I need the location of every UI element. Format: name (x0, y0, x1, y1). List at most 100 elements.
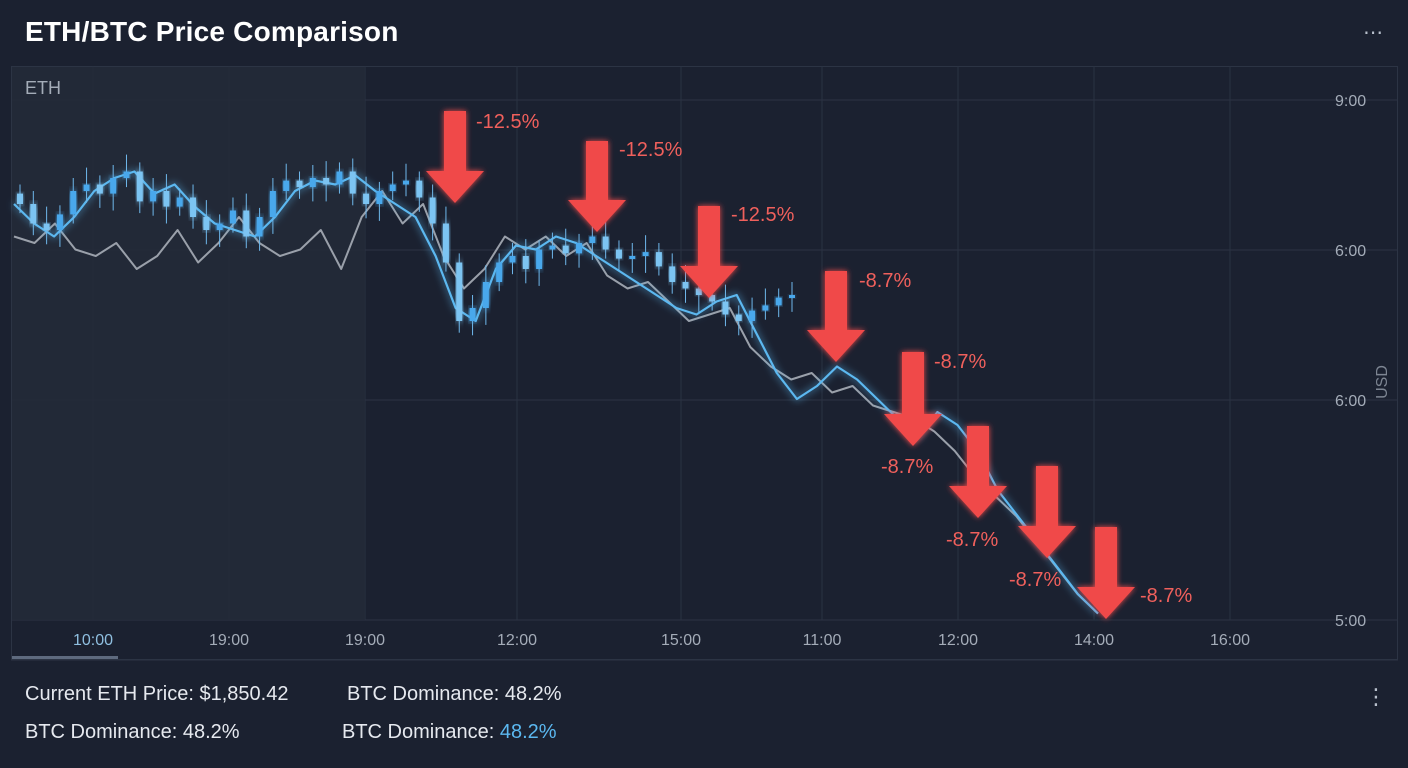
candle-body (762, 305, 769, 311)
historic-shade (12, 67, 365, 659)
drop-label: -8.7% (1140, 585, 1192, 607)
candle-body (243, 210, 250, 237)
btc-dominance-label: BTC Dominance: 48.2% (347, 683, 562, 705)
candle-body (576, 243, 583, 254)
down-arrow-icon (426, 111, 484, 203)
candle-body (789, 295, 795, 298)
candle-body (216, 223, 223, 230)
more-vertical-icon[interactable]: ⋮ (1365, 684, 1387, 709)
y-tick-label: 6:00 (1335, 393, 1366, 410)
candle-body (110, 178, 117, 194)
drop-label: -12.5% (476, 111, 540, 133)
candle-body (496, 262, 503, 282)
candle-body (522, 256, 529, 269)
candle-body (123, 171, 130, 178)
candle-body (256, 217, 263, 237)
candle-body (83, 184, 90, 191)
candle-body (309, 178, 316, 188)
candle-body (615, 249, 622, 259)
x-tick-label: 10:00 (73, 632, 113, 649)
candle-body (96, 184, 103, 194)
candle-body (749, 310, 756, 321)
drop-annotation (884, 352, 942, 446)
candle-body (203, 217, 210, 230)
candle-body (363, 193, 370, 204)
btc-dominance-label: BTC Dominance: 48.2% (25, 721, 240, 743)
page-title: ETH/BTC Price Comparison (25, 16, 399, 47)
candle-body (482, 282, 489, 308)
btc-dominance-label: BTC Dominance: 48.2% (342, 721, 557, 744)
candle-body (469, 308, 476, 321)
drop-annotation (426, 111, 484, 203)
candle-body (17, 193, 23, 204)
candle-body (442, 223, 449, 263)
candle-body (163, 191, 170, 207)
candle-body (283, 180, 290, 191)
candle-body (642, 252, 649, 256)
candle-body (722, 301, 729, 315)
drop-annotation (568, 141, 626, 232)
candle-body (775, 297, 782, 306)
candle-body (376, 191, 383, 204)
drop-annotation (949, 426, 1007, 518)
down-arrow-icon (1077, 527, 1135, 619)
candle-body (56, 214, 63, 230)
y-axis-title: USD (1374, 365, 1391, 399)
price-chart: 10:00 19:00 19:00 12:00 15:00 11:00 12:00 14:00… (11, 66, 1398, 661)
candle-body (669, 266, 676, 282)
candle-body (176, 197, 183, 207)
drop-label: -8.7% (946, 529, 998, 551)
candle-body (429, 197, 436, 224)
candle-body (323, 178, 330, 185)
candle-body (562, 245, 569, 254)
drop-label: -8.7% (859, 270, 911, 292)
candle-body (70, 191, 77, 215)
candle-body (190, 197, 197, 217)
y-tick-label: 9:00 (1335, 93, 1366, 110)
candle-body (682, 282, 689, 289)
x-tick-label: 19:00 (209, 632, 249, 649)
y-tick-label: 5:00 (1335, 613, 1366, 630)
candle-body (536, 249, 543, 269)
candle-body (709, 295, 716, 302)
dominance-prefix: BTC Dominance: (342, 721, 500, 743)
x-tick-label: 11:00 (803, 632, 842, 649)
x-tick-label: 19:00 (345, 632, 385, 649)
drop-label: -8.7% (1009, 569, 1061, 591)
dominance-value: 48.2% (499, 721, 557, 743)
x-tick-label: 12:00 (938, 632, 978, 649)
candle-body (43, 223, 50, 230)
candle-body (695, 288, 702, 295)
candle-body (589, 236, 596, 243)
candle-body (30, 204, 37, 224)
candle-body (349, 171, 356, 194)
x-tick-label: 14:00 (1074, 632, 1114, 649)
drop-label: -8.7% (881, 456, 933, 478)
y-axis: 9:00 6:00 6:00 5:00 (1335, 93, 1366, 630)
candle-body (456, 262, 463, 321)
candle-body (296, 180, 303, 188)
drop-label: -8.7% (934, 351, 986, 373)
drop-annotations: -12.5% -12.5% -12.5% -8.7% -8.7% -8.7% -8.7% -8… (426, 111, 1192, 619)
candle-body (416, 180, 423, 198)
x-tick-label: 16:00 (1210, 632, 1250, 649)
eth-candles (17, 154, 795, 338)
candle-body (336, 171, 343, 185)
panel-label: ETH (25, 78, 61, 98)
candle-body (509, 256, 516, 263)
x-tick-label: 15:00 (661, 632, 701, 649)
candle-body (269, 191, 276, 217)
candle-body (150, 191, 157, 202)
x-axis: 10:00 19:00 19:00 12:00 15:00 11:00 12:00 14:00… (73, 632, 1250, 649)
candle-body (735, 314, 742, 321)
candle-body (629, 256, 636, 259)
candle-body (602, 236, 609, 250)
candle-body (389, 184, 396, 191)
candle-body (136, 171, 143, 202)
drop-label: -12.5% (619, 139, 683, 161)
eth-price-label: Current ETH Price: $1,850.42 (25, 683, 289, 705)
candle-body (655, 252, 662, 267)
drop-annotation (807, 271, 865, 362)
down-arrow-icon (568, 141, 626, 232)
more-horizontal-icon[interactable]: ⋯ (1363, 22, 1383, 44)
